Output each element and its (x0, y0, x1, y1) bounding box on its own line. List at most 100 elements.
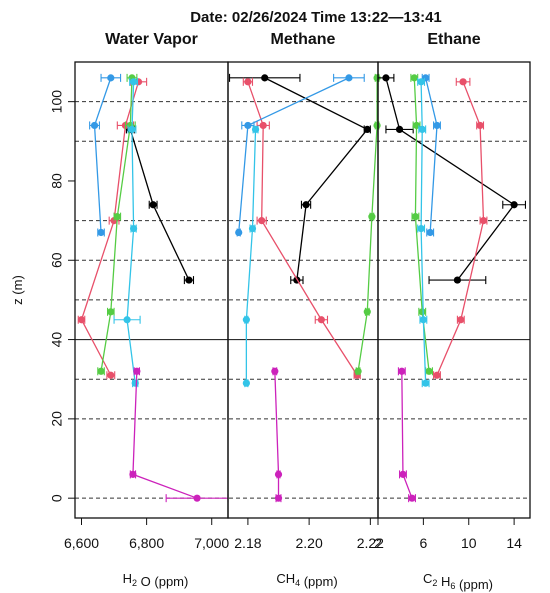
x-tick-label: 14 (506, 535, 522, 551)
chart-title: Date: 02/26/2024 Time 13:22—13:41 (190, 9, 442, 26)
series-line (129, 129, 190, 281)
data-point (426, 228, 434, 237)
data-point (128, 125, 136, 134)
data-point (274, 494, 283, 502)
series-line (93, 77, 112, 233)
x-axis-label-subscript: 2 (432, 578, 437, 588)
data-point (363, 125, 371, 134)
data-point (97, 228, 105, 237)
y-tick-label: 80 (49, 173, 65, 189)
x-axis-label: C2 H6 (ppm) (423, 571, 493, 592)
data-point (258, 217, 266, 225)
data-point (457, 316, 465, 324)
data-point (476, 121, 484, 130)
x-axis-label-text: H (123, 571, 132, 586)
x-axis-label-text: CH (276, 571, 295, 586)
x-axis-label-text: (ppm) (455, 577, 493, 592)
x-axis-label-text: H (437, 574, 450, 589)
x-axis-label-text: C (423, 571, 432, 586)
data-point (302, 201, 310, 209)
data-point (244, 121, 252, 130)
data-point (242, 316, 250, 324)
data-point (261, 74, 269, 82)
data-point (129, 224, 138, 233)
x-tick-label: 6,600 (64, 535, 99, 551)
x-tick-label: 2.18 (234, 535, 261, 551)
x-tick-label: 2.22 (357, 535, 384, 551)
data-point (453, 276, 462, 284)
x-axis-label-subscript: 4 (295, 578, 300, 588)
data-point (418, 308, 426, 316)
x-axis-label: CH4 (ppm) (276, 571, 337, 589)
series-line (401, 371, 413, 499)
series-line (245, 129, 257, 384)
data-point (271, 367, 279, 375)
series-line (132, 371, 198, 499)
data-point (242, 379, 250, 387)
data-point (419, 316, 427, 324)
data-point (251, 125, 260, 134)
data-point (417, 78, 425, 86)
data-point (459, 78, 467, 86)
data-point (418, 125, 426, 134)
data-point (149, 201, 157, 209)
series-line (274, 371, 280, 499)
series-line (357, 77, 378, 372)
data-point (425, 367, 433, 375)
data-point (479, 217, 488, 225)
y-tick-label: 40 (49, 332, 65, 348)
data-point (129, 78, 138, 86)
y-axis-label: z (m) (10, 275, 25, 305)
y-tick-label: 20 (49, 411, 65, 427)
data-point (398, 367, 406, 375)
panel-frame (74, 61, 229, 519)
data-point (317, 316, 325, 324)
data-point (259, 121, 267, 130)
x-axis-label-subscript: 2 (132, 578, 137, 588)
data-point (422, 379, 430, 387)
data-point (107, 371, 115, 379)
series-line (385, 77, 516, 281)
data-point (363, 308, 371, 316)
x-axis-label: H2 O (ppm) (123, 571, 189, 589)
series-line (100, 77, 133, 372)
panel-title: Water Vapor (105, 31, 198, 48)
data-point (373, 121, 381, 130)
data-point (193, 494, 201, 502)
data-point (399, 470, 407, 478)
y-tick-label: 100 (49, 90, 65, 114)
data-point (185, 276, 193, 284)
data-point (433, 371, 441, 379)
panel-frame (377, 61, 531, 519)
data-point (373, 74, 381, 82)
data-point (354, 367, 362, 375)
data-point (107, 308, 115, 316)
panel-title: Methane (271, 31, 336, 48)
x-tick-label: 6 (419, 535, 427, 551)
panel-title: Ethane (427, 31, 480, 48)
data-point (113, 213, 121, 221)
data-point (90, 121, 99, 130)
x-tick-label: 10 (461, 535, 477, 551)
x-tick-label: 7,000 (194, 535, 229, 551)
x-tick-label: 2 (374, 535, 382, 551)
data-point (244, 78, 252, 86)
data-point (97, 367, 105, 375)
data-point (235, 228, 243, 237)
data-point (433, 121, 441, 130)
data-point (410, 74, 418, 82)
data-point (411, 213, 420, 221)
x-axis-label-subscript: 6 (450, 581, 455, 591)
data-point (274, 470, 283, 478)
data-point (131, 379, 139, 387)
y-tick-label: 0 (49, 494, 65, 502)
data-point (417, 224, 425, 233)
x-axis-label-text: (ppm) (300, 574, 338, 589)
panel-water-vapor: Water Vapor 6,600 6,800 7,000 H2 O (ppm) (64, 31, 229, 589)
x-tick-label: 2.20 (295, 535, 322, 551)
x-axis-label-text: O (ppm) (137, 574, 188, 589)
data-point (123, 316, 131, 324)
